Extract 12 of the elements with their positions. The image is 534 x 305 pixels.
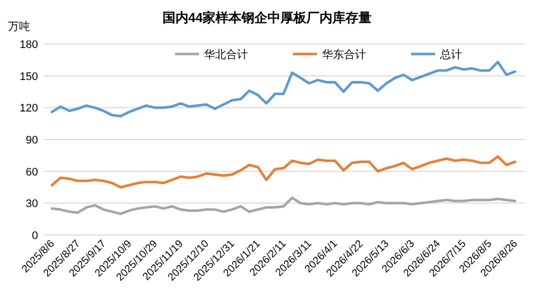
y-tick-label: 60 bbox=[26, 166, 38, 178]
y-axis-title: 万吨 bbox=[8, 20, 30, 33]
legend-label: 华北合计 bbox=[204, 48, 248, 61]
y-tick-label: 90 bbox=[26, 134, 38, 146]
legend-label: 华东合计 bbox=[322, 48, 366, 61]
y-tick-label: 30 bbox=[26, 198, 38, 210]
legend-label: 总计 bbox=[439, 48, 462, 61]
chart-title: 国内44家样本钢企中厚板厂内库存量 bbox=[162, 10, 372, 25]
y-tick-label: 180 bbox=[20, 39, 38, 51]
y-tick-label: 0 bbox=[32, 230, 38, 242]
y-tick-label: 150 bbox=[20, 70, 38, 83]
y-tick-label: 120 bbox=[20, 102, 38, 115]
